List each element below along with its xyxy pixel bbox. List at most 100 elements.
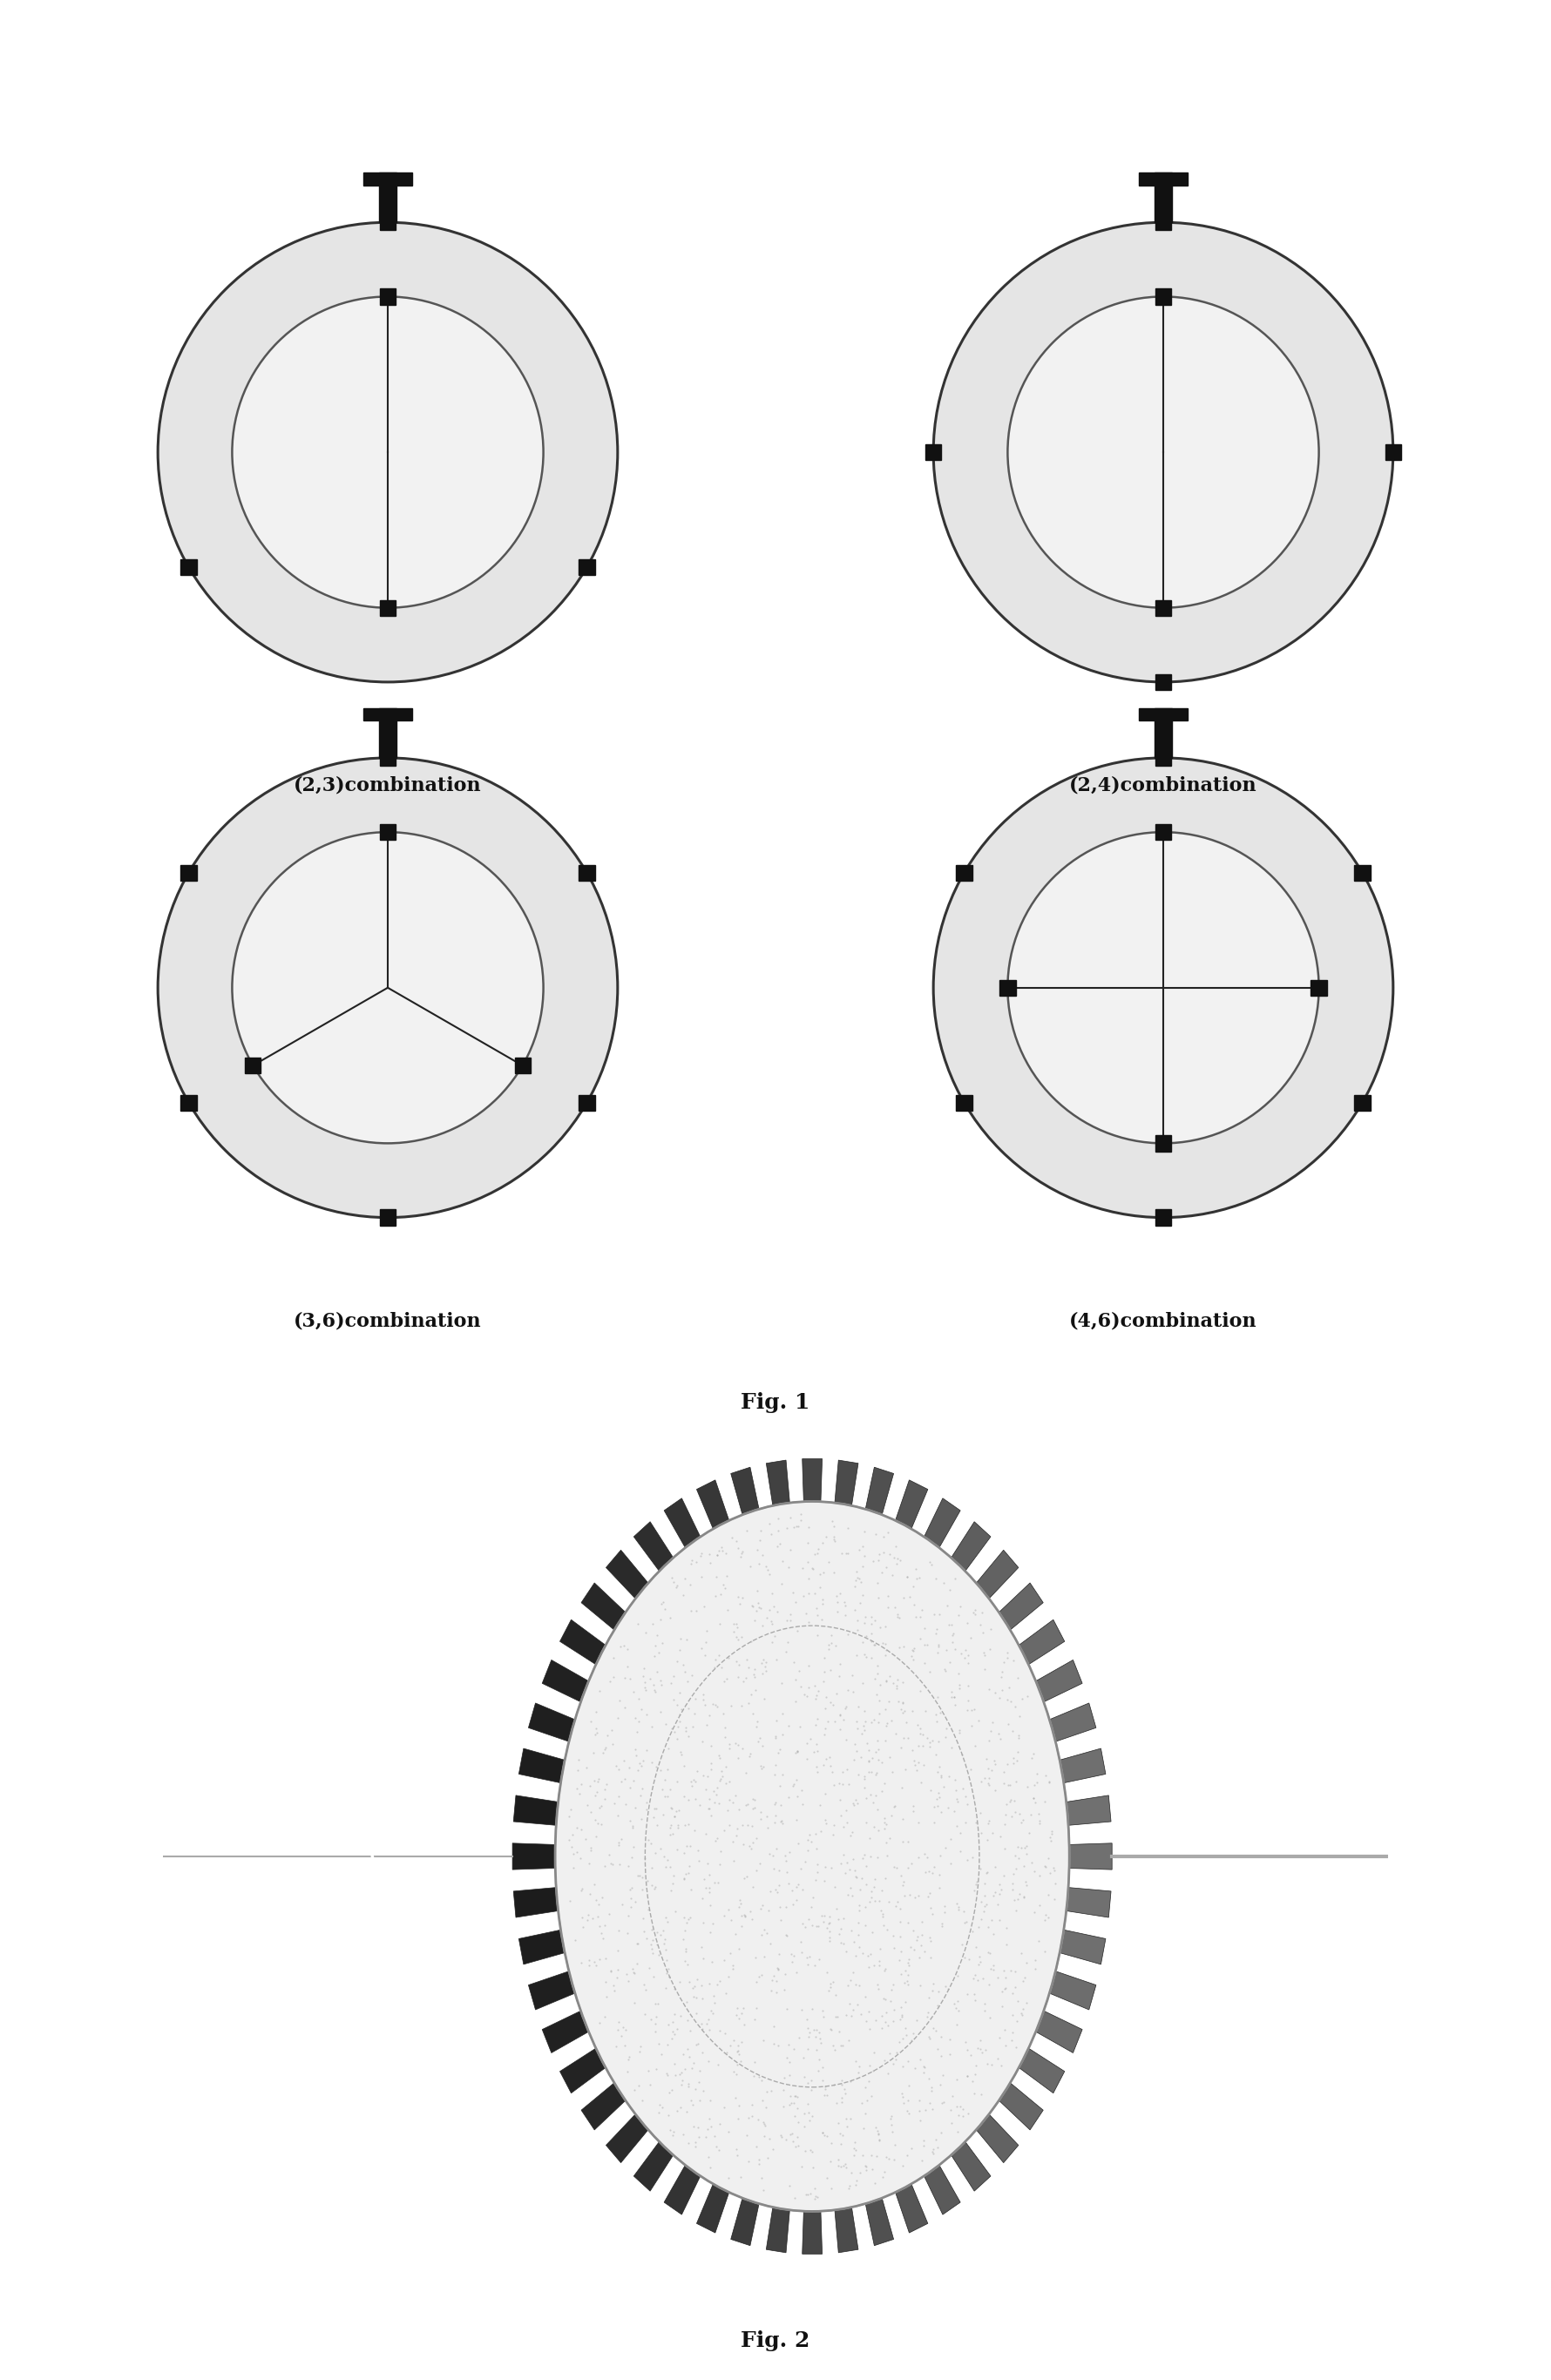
Point (710, 1695, 735, 1733)
Point (794, 1723, 819, 1761)
Point (988, 1721, 1013, 1759)
Point (867, 1680, 892, 1718)
Point (619, 1868, 644, 1906)
Point (920, 1854, 945, 1892)
Point (762, 2006, 786, 2044)
Point (740, 1823, 765, 1861)
Point (875, 1514, 900, 1552)
Point (927, 1868, 952, 1906)
Point (589, 1804, 614, 1842)
Point (810, 1599, 834, 1637)
Point (900, 2021, 924, 2059)
Point (920, 2071, 945, 2109)
Point (613, 1761, 637, 1799)
Point (695, 2109, 720, 2147)
Point (971, 1892, 996, 1930)
Point (729, 2042, 754, 2080)
Point (955, 1645, 980, 1683)
Point (1042, 1864, 1067, 1902)
Point (561, 1835, 586, 1873)
Point (675, 1904, 700, 1942)
Point (693, 1623, 718, 1661)
Point (686, 2118, 710, 2156)
Point (737, 1737, 762, 1775)
Point (848, 1737, 873, 1775)
Point (822, 1554, 847, 1592)
Polygon shape (560, 1621, 605, 1664)
Point (557, 1821, 582, 1859)
Point (789, 1668, 814, 1706)
Point (755, 2140, 780, 2178)
Point (675, 1825, 700, 1864)
Point (686, 1830, 710, 1868)
Point (836, 1875, 861, 1914)
Point (901, 1633, 926, 1671)
Point (569, 1811, 594, 1849)
Point (941, 1678, 966, 1716)
Point (834, 2109, 859, 2147)
Polygon shape (1036, 1659, 1083, 1702)
Point (889, 1987, 914, 2025)
Point (802, 1733, 827, 1771)
Point (647, 2094, 672, 2132)
Point (771, 1756, 796, 1795)
Point (917, 1978, 941, 2016)
Point (865, 1564, 890, 1602)
Point (751, 1747, 776, 1785)
Point (724, 1642, 749, 1680)
Point (689, 1535, 713, 1573)
Point (838, 2061, 862, 2099)
Point (577, 1940, 602, 1978)
Point (789, 1785, 814, 1823)
Point (945, 1885, 969, 1923)
Point (895, 2042, 920, 2080)
Polygon shape (696, 1480, 729, 1528)
Point (569, 1899, 594, 1937)
Point (853, 1616, 878, 1654)
Point (889, 1918, 914, 1956)
Point (749, 1590, 774, 1628)
Point (1024, 1764, 1048, 1802)
Point (1033, 1933, 1058, 1971)
Point (627, 1702, 651, 1740)
Point (855, 1637, 879, 1676)
Point (713, 1568, 738, 1606)
Point (841, 1954, 865, 1992)
Point (991, 1952, 1016, 1990)
Point (886, 1683, 910, 1721)
Point (606, 1825, 631, 1864)
Point (637, 1925, 662, 1963)
Point (662, 2016, 687, 2054)
Point (802, 2180, 827, 2218)
Point (858, 1935, 883, 1973)
Point (731, 1533, 755, 1571)
Point (817, 1904, 842, 1942)
Point (723, 1916, 748, 1954)
Point (968, 1764, 993, 1802)
Point (727, 1585, 752, 1623)
Point (994, 1909, 1019, 1947)
Point (906, 1918, 931, 1956)
Point (1036, 1899, 1061, 1937)
Point (912, 1645, 937, 1683)
Point (704, 1535, 729, 1573)
Point (895, 2080, 920, 2118)
Point (996, 1668, 1021, 1706)
Circle shape (934, 221, 1393, 683)
Polygon shape (1036, 2011, 1083, 2054)
Point (647, 2025, 672, 2063)
Point (867, 1947, 892, 1985)
Point (841, 1814, 865, 1852)
Point (864, 2002, 889, 2040)
Point (833, 1595, 858, 1633)
Point (883, 2040, 907, 2078)
Point (706, 1864, 731, 1902)
Point (1010, 1964, 1035, 2002)
Point (828, 2113, 853, 2152)
Point (678, 1828, 703, 1866)
Point (969, 2033, 994, 2071)
Point (827, 2140, 851, 2178)
Bar (515, 1057, 530, 1073)
Point (834, 1845, 859, 1883)
Point (721, 1614, 746, 1652)
